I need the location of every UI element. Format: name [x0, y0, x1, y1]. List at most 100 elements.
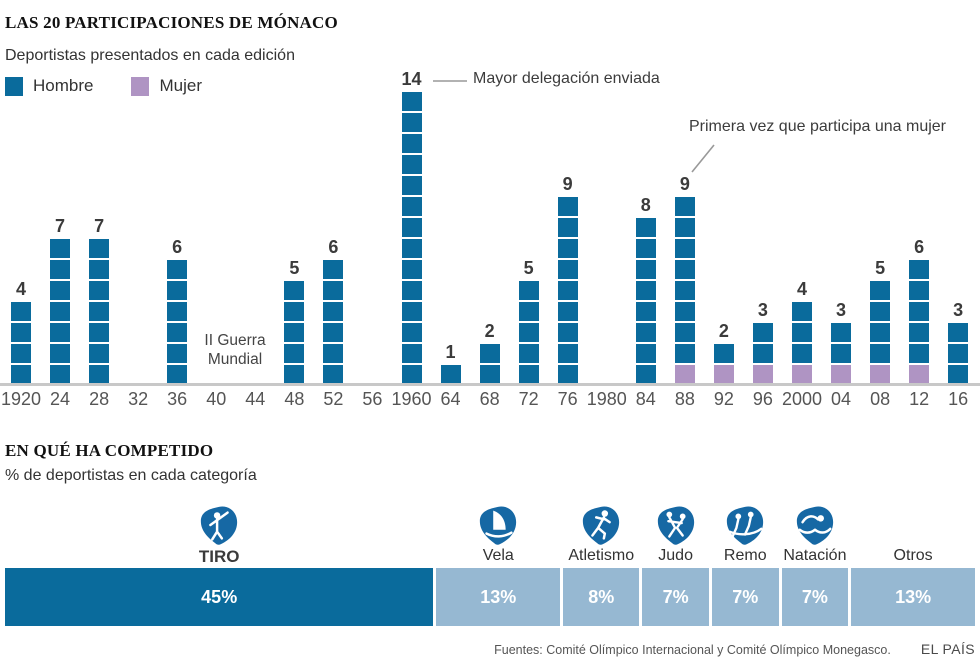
bar-segment-mujer — [674, 365, 695, 384]
war-note: II Guerra Mundial — [180, 331, 290, 369]
bar-segment-hombre — [284, 323, 305, 342]
bar-segment-hombre — [167, 302, 188, 321]
x-axis-label-32: 32 — [128, 389, 149, 409]
bar-2000 — [792, 302, 812, 384]
bar-segment-hombre — [713, 344, 734, 363]
bar-segment-hombre — [674, 344, 695, 363]
x-axis-line — [0, 383, 980, 386]
legend-item-hombre: Hombre — [5, 76, 93, 96]
natacion-icon — [794, 504, 836, 546]
x-axis-label-08: 08 — [870, 389, 891, 409]
bar-segment-hombre — [909, 323, 930, 342]
x-axis-label-24: 24 — [50, 389, 71, 409]
bar-28 — [89, 239, 110, 384]
bar-segment-hombre — [752, 323, 773, 342]
bar-segment-hombre — [323, 302, 344, 321]
bar-segment-hombre — [518, 323, 539, 342]
x-axis-label-04: 04 — [831, 389, 852, 409]
bar-segment-hombre — [635, 323, 656, 342]
bar-08 — [870, 281, 891, 384]
x-axis-label-1920: 1920 — [0, 389, 42, 409]
bar-segment-hombre — [11, 365, 31, 384]
bar-segment-hombre — [557, 323, 578, 342]
bar-segment-hombre — [401, 260, 422, 279]
percent-segment-vela: 13% — [436, 568, 561, 626]
value-label-68: 2 — [484, 321, 495, 341]
bar-segment-hombre — [948, 323, 969, 342]
value-label-76: 9 — [562, 174, 573, 194]
bar-04 — [831, 323, 852, 384]
percent-segment-natación: 7% — [781, 568, 849, 626]
bar-72 — [518, 281, 539, 384]
x-axis-label-1980: 1980 — [586, 389, 627, 409]
bar-segment-hombre — [89, 239, 110, 258]
legend-label-mujer: Mujer — [159, 76, 202, 95]
bar-segment-hombre — [635, 260, 656, 279]
annotation-first-woman: Primera vez que participa una mujer — [689, 118, 947, 135]
bar-segment-hombre — [752, 344, 773, 363]
x-axis-label-84: 84 — [635, 389, 656, 409]
bar-segment-hombre — [635, 239, 656, 258]
bar-segment-hombre — [11, 323, 31, 342]
bar-segment-hombre — [635, 218, 656, 237]
bar-segment-hombre — [89, 302, 110, 321]
bar-segment-mujer — [792, 365, 812, 384]
bar-68 — [479, 344, 500, 384]
chart2-subtitle: % de deportistas en cada categoría — [5, 467, 257, 484]
bar-segment-hombre — [401, 302, 422, 321]
value-label-28: 7 — [94, 216, 105, 236]
legend: Hombre Mujer — [5, 76, 202, 96]
percent-segment-remo: 7% — [711, 568, 779, 626]
bar-segment-hombre — [909, 281, 930, 300]
legend-item-mujer: Mujer — [131, 76, 202, 96]
bar-segment-hombre — [50, 365, 71, 384]
bar-segment-hombre — [401, 92, 422, 111]
bar-segment-hombre — [50, 260, 71, 279]
bar-84 — [635, 218, 656, 384]
x-axis-label-28: 28 — [89, 389, 110, 409]
footer: Fuentes: Comité Olímpico Internacional y… — [494, 641, 975, 657]
judo-icon — [655, 504, 697, 546]
value-label-48: 5 — [289, 258, 300, 278]
war-note-line1: II Guerra — [204, 332, 266, 349]
category-label-otros: Otros — [893, 547, 933, 564]
bar-segment-hombre — [674, 323, 695, 342]
bar-segment-hombre — [167, 344, 188, 363]
bar-segment-hombre — [635, 344, 656, 363]
bar-1920 — [11, 302, 31, 384]
bar-segment-hombre — [557, 302, 578, 321]
bar-segment-hombre — [635, 302, 656, 321]
value-label-12: 6 — [914, 237, 925, 257]
bar-segment-mujer — [909, 365, 930, 384]
bar-segment-hombre — [50, 323, 71, 342]
bar-segment-hombre — [557, 197, 578, 216]
bar-segment-mujer — [713, 365, 734, 384]
x-axis-label-52: 52 — [323, 389, 344, 409]
value-label-2000: 4 — [796, 279, 807, 299]
bar-88 — [674, 197, 695, 384]
bar-segment-hombre — [89, 281, 110, 300]
chart1-title: LAS 20 PARTICIPACIONES DE MÓNACO — [5, 13, 338, 32]
x-axis-label-40: 40 — [206, 389, 227, 409]
percent-segment-atletismo: 8% — [563, 568, 640, 626]
value-label-92: 2 — [718, 321, 729, 341]
category-label-atletismo: Atletismo — [568, 547, 635, 564]
bar-segment-hombre — [323, 365, 344, 384]
bar-segment-hombre — [557, 344, 578, 363]
bar-96 — [752, 323, 773, 384]
bar-segment-hombre — [674, 281, 695, 300]
bar-segment-hombre — [870, 281, 891, 300]
legend-label-hombre: Hombre — [33, 76, 94, 95]
x-axis-label-1960: 1960 — [391, 389, 432, 409]
bar-segment-hombre — [479, 344, 500, 363]
bar-segment-hombre — [870, 344, 891, 363]
bar-segment-hombre — [50, 344, 71, 363]
bar-92 — [713, 344, 734, 384]
bar-segment-hombre — [792, 302, 812, 321]
bar-segment-mujer — [870, 365, 891, 384]
percent-segment-tiro: 45% — [5, 568, 434, 626]
x-axis-label-44: 44 — [245, 389, 266, 409]
bar-12 — [909, 260, 930, 384]
bar-64 — [440, 365, 461, 384]
x-axis-label-76: 76 — [557, 389, 578, 409]
